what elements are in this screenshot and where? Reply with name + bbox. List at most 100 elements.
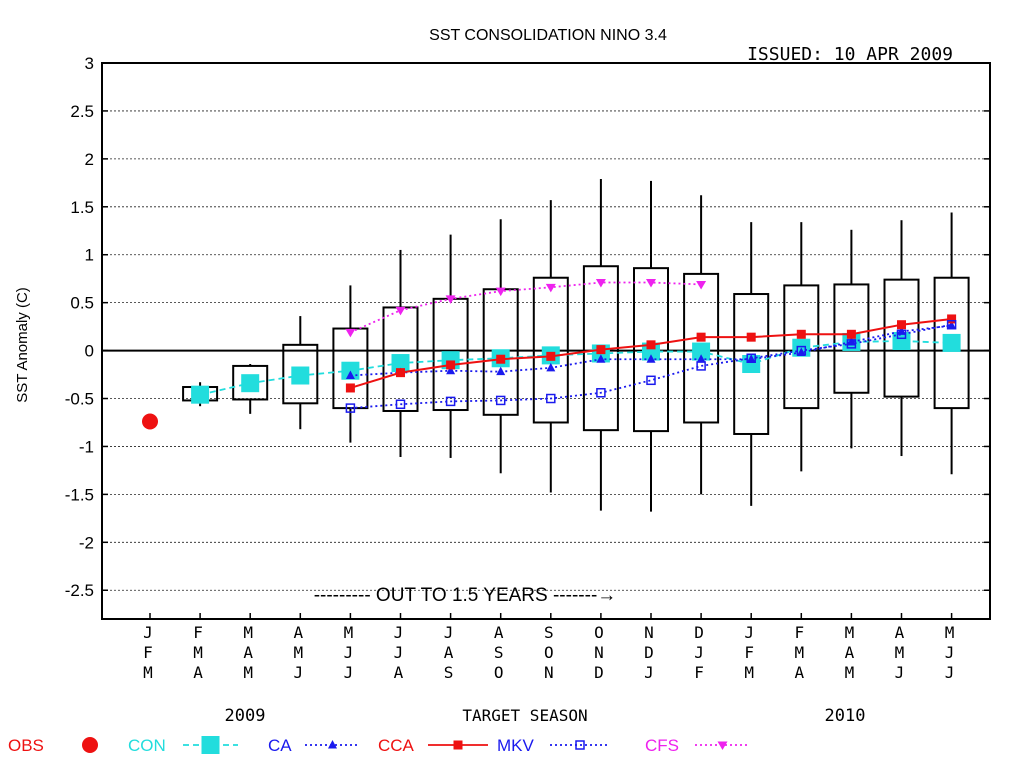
x-tick-label: D: [644, 643, 654, 662]
point-mkv: [596, 388, 606, 398]
x-axis-label: TARGET SEASON: [462, 706, 587, 725]
x-season-labels: JFMFMAMAMAMJMJJJJAJASASOSONONDNDJDJFJFMF…: [143, 613, 954, 682]
y-tick-label: 2.5: [70, 102, 94, 121]
point-cca: [396, 368, 405, 378]
x-tick-label: J: [394, 643, 404, 662]
y-tick-label: 1.5: [70, 198, 94, 217]
point-cfs: [345, 328, 356, 338]
x-tick-label: A: [193, 663, 203, 682]
series-line-con: [199, 340, 952, 396]
point-mkv: [696, 361, 706, 371]
x-tick-label: M: [243, 623, 253, 642]
x-tick-label: J: [394, 623, 404, 642]
y-tick-labels: 3 2.5 2 1.5 1 0.5 0 -0.5 -1 -1.5 -2 -2.5: [65, 54, 94, 600]
point-cca: [796, 329, 806, 339]
point-cfs: [696, 280, 707, 290]
box-body: [282, 343, 319, 405]
point-mkv: [796, 345, 807, 356]
x-tick-label: M: [344, 623, 354, 642]
point-cca: [947, 314, 957, 324]
point-cca: [345, 383, 355, 393]
point-cfs: [395, 306, 406, 316]
x-tick-label: F: [694, 663, 704, 682]
x-tick-label: M: [794, 643, 804, 662]
point-con: [942, 333, 961, 352]
legend-marker-mkv: [575, 740, 585, 750]
point-ca: [596, 354, 606, 363]
point-obs: [142, 413, 158, 430]
point-ca: [646, 354, 656, 363]
x-tick-label: F: [794, 623, 804, 642]
x-tick-label: S: [494, 643, 504, 662]
point-mkv: [495, 395, 506, 406]
year-label-2010: 2010: [825, 706, 866, 726]
y-tick-label: 0.5: [70, 294, 94, 313]
x-tick-label: S: [544, 623, 554, 642]
x-tick-label: J: [293, 663, 303, 682]
point-cca: [596, 345, 606, 355]
legend-marker-cfs: [717, 741, 728, 750]
box-body: [683, 272, 720, 424]
x-tick-label: J: [344, 643, 354, 662]
point-ca: [947, 320, 957, 330]
point-cfs: [646, 279, 656, 288]
x-tick-label: J: [644, 663, 654, 682]
y-tick-label: 0: [85, 342, 94, 361]
x-tick-label: O: [544, 643, 554, 662]
x-tick-label: J: [945, 643, 955, 662]
legend-label-con: CON: [128, 736, 166, 755]
series-line-mkv: [350, 323, 952, 410]
y-tick-label: -1: [79, 437, 94, 456]
point-mkv: [646, 375, 656, 386]
point-cca: [546, 351, 556, 361]
point-cca: [496, 354, 506, 364]
year-label-2009: 2009: [225, 706, 266, 726]
point-mkv: [746, 353, 756, 364]
series-lines: [142, 279, 961, 430]
x-tick-label: A: [895, 623, 905, 642]
point-cca: [646, 340, 656, 350]
point-con: [291, 366, 310, 385]
point-con: [241, 374, 260, 393]
x-tick-label: M: [945, 623, 955, 642]
y-tick-label: 1: [85, 246, 94, 265]
point-ca: [446, 365, 456, 375]
y-tick-label: -2.5: [65, 581, 94, 600]
x-tick-label: M: [845, 623, 855, 642]
legend: OBS CON CA CCA MKV CFS: [8, 736, 750, 755]
plot-frame: [101, 62, 991, 620]
point-con: [692, 342, 711, 361]
x-tick-label: A: [494, 623, 504, 642]
y-tick-label: 3: [85, 54, 94, 73]
legend-marker-con: [201, 736, 220, 754]
x-tick-label: J: [694, 643, 704, 662]
x-tick-label: N: [594, 643, 604, 662]
y-tick-label: -1.5: [65, 485, 94, 504]
point-cca: [696, 332, 706, 342]
point-mkv: [946, 319, 957, 330]
point-ca: [546, 362, 556, 372]
point-ca: [696, 354, 706, 363]
x-tick-label: J: [895, 663, 905, 682]
x-tick-label: S: [444, 663, 454, 682]
point-cca: [846, 329, 856, 339]
x-tick-label: A: [293, 623, 303, 642]
point-mkv: [846, 339, 857, 349]
x-tick-label: M: [243, 663, 253, 682]
point-cfs: [445, 295, 456, 304]
y-tick-label: -2: [79, 533, 94, 552]
box-body: [783, 284, 820, 410]
legend-marker-ca: [328, 740, 337, 749]
x-tick-label: J: [143, 623, 153, 642]
x-tick-label: A: [845, 643, 855, 662]
y-axis-label: SST Anomaly (C): [14, 287, 31, 403]
annotation-text: --------- OUT TO 1.5 YEARS -------→: [314, 585, 617, 606]
y-tick-label: -0.5: [65, 390, 94, 409]
x-tick-label: A: [444, 643, 454, 662]
x-tick-label: N: [544, 663, 554, 682]
x-tick-label: J: [945, 663, 955, 682]
legend-marker-cca: [453, 740, 463, 750]
x-tick-label: A: [794, 663, 804, 682]
x-tick-label: N: [644, 623, 654, 642]
